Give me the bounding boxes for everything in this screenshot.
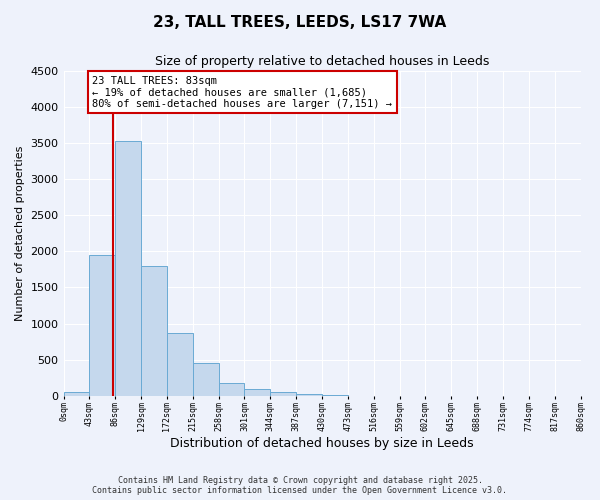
Bar	[271, 392, 296, 396]
Bar	[64, 392, 89, 396]
Bar	[322, 395, 348, 396]
Bar	[218, 383, 244, 396]
Bar	[141, 266, 167, 396]
Text: 23, TALL TREES, LEEDS, LS17 7WA: 23, TALL TREES, LEEDS, LS17 7WA	[154, 15, 446, 30]
Bar	[89, 255, 115, 396]
Text: Contains HM Land Registry data © Crown copyright and database right 2025.
Contai: Contains HM Land Registry data © Crown c…	[92, 476, 508, 495]
Y-axis label: Number of detached properties: Number of detached properties	[15, 146, 25, 321]
Bar	[193, 364, 218, 396]
Title: Size of property relative to detached houses in Leeds: Size of property relative to detached ho…	[155, 55, 489, 68]
Bar	[296, 394, 322, 396]
Text: 23 TALL TREES: 83sqm
← 19% of detached houses are smaller (1,685)
80% of semi-de: 23 TALL TREES: 83sqm ← 19% of detached h…	[92, 76, 392, 109]
Bar	[244, 390, 271, 396]
Bar	[115, 140, 141, 396]
X-axis label: Distribution of detached houses by size in Leeds: Distribution of detached houses by size …	[170, 437, 474, 450]
Bar	[167, 333, 193, 396]
